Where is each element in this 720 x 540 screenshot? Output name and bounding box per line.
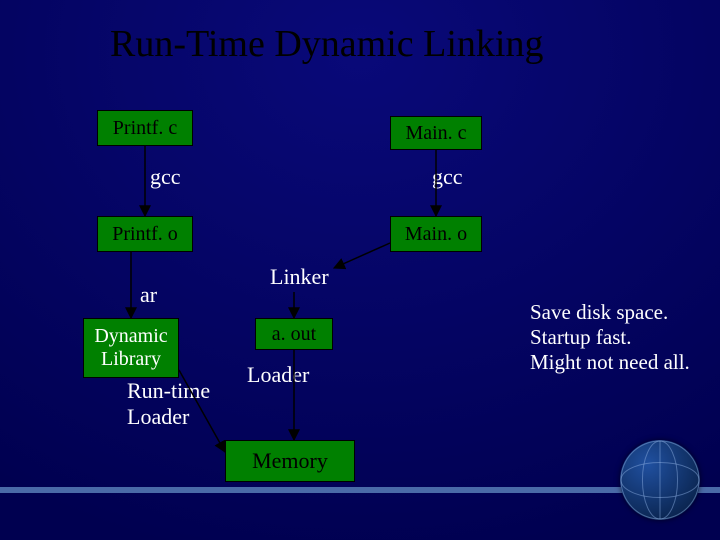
box-aout: a. out [255, 318, 333, 350]
label-loader: Loader [247, 362, 309, 388]
slide: Run-Time Dynamic Linking Printf. c Main. c… [0, 0, 720, 540]
label-gcc_left: gcc [150, 164, 181, 190]
box-printf_o: Printf. o [97, 216, 193, 252]
label-gcc_right: gcc [432, 164, 463, 190]
label-linker: Linker [270, 264, 329, 290]
box-main_o: Main. o [390, 216, 482, 252]
label-benefits: Save disk space.Startup fast.Might not n… [530, 300, 690, 376]
label-ar: ar [140, 282, 157, 308]
footer-band [0, 487, 720, 493]
box-printf_c: Printf. c [97, 110, 193, 146]
arrow-layer [0, 0, 720, 540]
box-main_c: Main. c [390, 116, 482, 150]
box-memory: Memory [225, 440, 355, 482]
arrow-maino-to-linker [334, 243, 390, 268]
globe-icon [620, 440, 700, 520]
slide-title: Run-Time Dynamic Linking [110, 22, 543, 66]
box-dynlib: DynamicLibrary [83, 318, 179, 378]
label-runtime: Run-timeLoader [127, 378, 210, 431]
